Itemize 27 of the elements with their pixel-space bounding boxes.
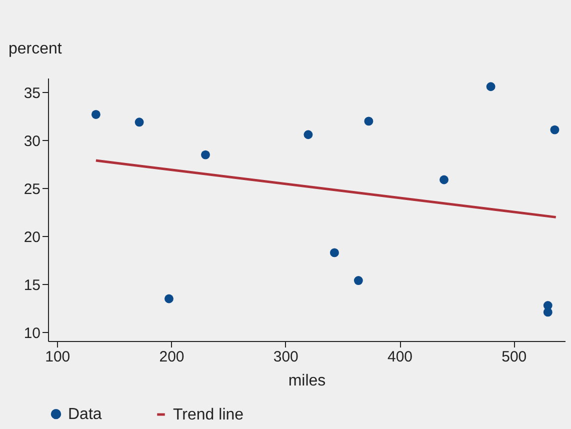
y-tick-label: 35 [24,84,40,102]
y-tick-label: 15 [24,276,40,294]
point [364,116,374,126]
x-tick-label: 200 [159,348,184,366]
x-axis-title: miles [288,372,326,390]
y-tick-label: 20 [24,228,40,246]
point [354,276,363,285]
x-tick-label: 500 [502,348,527,366]
y-axis-title: percent [8,40,62,58]
point [304,130,313,140]
point [134,118,144,127]
y-tick-label: 30 [24,132,40,150]
x-tick-label: 100 [45,348,70,366]
point [543,301,552,310]
y-tick-label: 10 [24,324,40,342]
point [330,248,339,258]
point [91,110,100,119]
point [440,175,448,184]
point [486,82,496,92]
legend-label: Trend line [173,406,244,424]
legend-label: Data [68,406,102,424]
y-tick-label: 25 [24,180,40,198]
point [201,150,210,160]
point [164,294,174,304]
x-tick-label: 300 [273,348,298,366]
point [550,125,560,134]
x-tick-label: 400 [388,348,413,366]
